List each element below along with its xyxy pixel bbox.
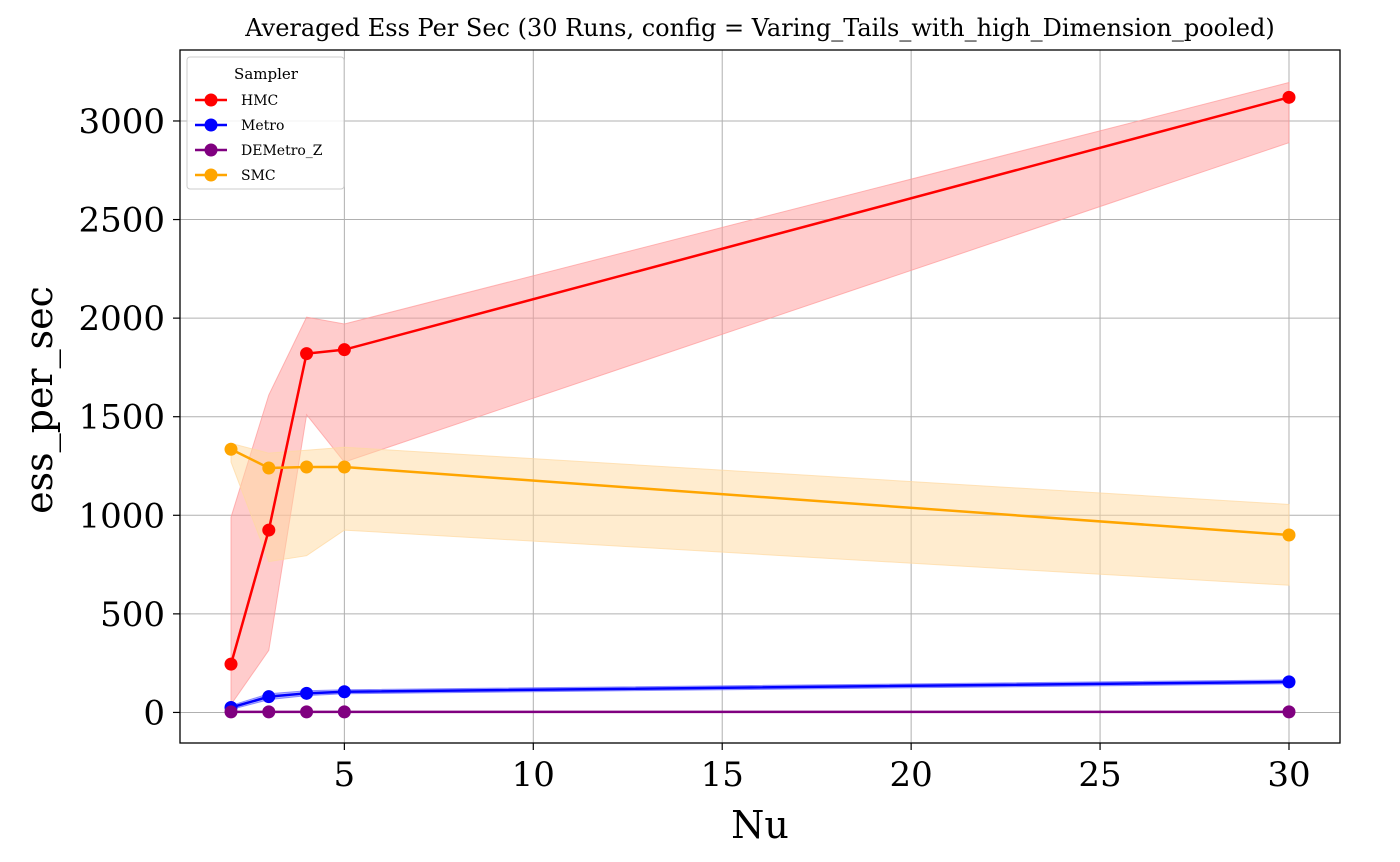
y-tick-label: 1500 [78,398,165,438]
legend-title: Sampler [234,65,299,83]
smc-point [300,460,314,474]
hmc-point [262,523,276,537]
smc-point [337,460,351,474]
demetro-z-point [224,705,238,719]
x-tick-label: 30 [1267,755,1310,795]
hmc-point [300,347,314,361]
legend-metro-label: Metro [241,118,284,134]
y-tick-label: 2000 [78,299,165,339]
demetro-z-point [337,705,351,719]
legend-demetro-z-marker [204,143,218,157]
y-tick-label: 2500 [78,201,165,241]
legend-smc-label: SMC [241,168,276,184]
y-tick-label: 3000 [78,102,165,142]
confidence-bands [230,81,1290,713]
y-axis-label: ess_per_sec [17,286,62,514]
legend: Sampler HMC Metro DEMetro_Z SMC [186,56,345,190]
x-tick-label: 10 [512,755,555,795]
x-tick-label: 5 [334,755,356,795]
smc-point [262,461,276,475]
chart-title: Averaged Ess Per Sec (30 Runs, config = … [244,14,1274,42]
hmc-band [230,81,1290,707]
metro-point [337,685,351,699]
axis-ticks: 5 10 15 20 25 30 0 500 1000 1500 2000 2500 3000 [78,102,1310,795]
hmc-point [1282,90,1296,104]
series-points [224,90,1296,719]
legend-smc-marker [204,168,218,182]
metro-point [1282,675,1296,689]
x-axis-label: Nu [731,803,789,847]
demetro-z-point [1282,705,1296,719]
legend-box [186,56,345,190]
metro-point [300,686,314,700]
demetro-z-point [262,705,276,719]
plot-area-frame [179,49,1341,744]
hmc-point [224,657,238,671]
legend-hmc-label: HMC [241,93,278,109]
demetro-z-point [300,705,314,719]
x-tick-label: 20 [890,755,933,795]
y-tick-label: 1000 [78,496,165,536]
x-tick-label: 15 [701,755,744,795]
hmc-point [337,343,351,357]
legend-entries: HMC Metro DEMetro_Z SMC [195,93,323,184]
smc-point [224,442,238,456]
y-tick-label: 500 [100,595,165,635]
legend-hmc-marker [204,93,218,107]
metro-point [262,690,276,704]
legend-metro-marker [204,118,218,132]
y-tick-label: 0 [143,693,165,733]
legend-demetro-z-label: DEMetro_Z [241,143,323,159]
x-tick-label: 25 [1078,755,1121,795]
smc-band [230,442,1290,586]
smc-point [1282,528,1296,542]
